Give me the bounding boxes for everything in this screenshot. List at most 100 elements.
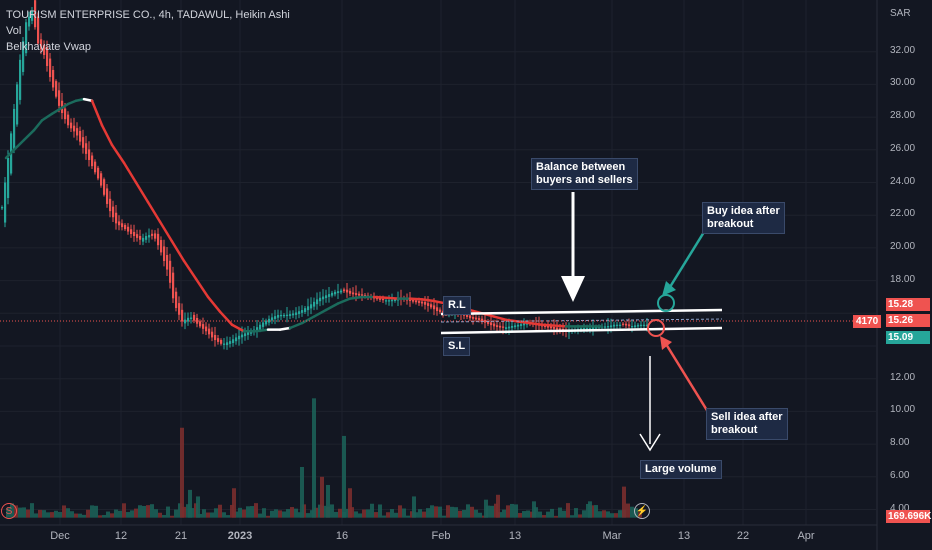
candle-body xyxy=(256,327,259,332)
vwap-line xyxy=(122,161,138,184)
candle-body xyxy=(391,299,394,302)
candle-body xyxy=(88,149,91,161)
volume-bar xyxy=(188,489,192,518)
candle-body xyxy=(355,293,358,295)
balance-arrow-head xyxy=(561,276,585,302)
volume-bar xyxy=(484,499,488,518)
vwap-line xyxy=(110,143,126,165)
volume-bar xyxy=(222,512,226,518)
candle-body xyxy=(409,299,412,302)
volume-bar xyxy=(398,505,402,518)
volume-indicator-label[interactable]: Vol xyxy=(6,25,22,37)
candle-body xyxy=(388,300,391,302)
volume-bar xyxy=(110,513,114,518)
candle-body xyxy=(172,272,175,299)
vwap-line xyxy=(12,138,26,152)
candle-body xyxy=(550,326,553,329)
volume-bar xyxy=(614,513,618,518)
vwap-line xyxy=(74,97,86,102)
volume-bar xyxy=(46,512,50,518)
candle-body xyxy=(217,338,220,342)
candle-body xyxy=(214,335,217,341)
candle-body xyxy=(301,310,304,313)
candle-body xyxy=(238,335,241,340)
volume-bar xyxy=(394,512,398,518)
volume-bar xyxy=(490,505,494,518)
volume-arrow-head xyxy=(639,433,661,452)
y-axis-tick-label: 32.00 xyxy=(890,44,916,56)
candle-body xyxy=(439,309,442,313)
candle-body xyxy=(136,234,139,238)
candle-body xyxy=(181,309,184,322)
candle-body xyxy=(157,233,160,246)
candle-body xyxy=(619,324,622,327)
candle-body xyxy=(244,333,247,337)
candle-body xyxy=(595,326,598,329)
candle-body xyxy=(43,44,46,55)
volume-bar xyxy=(422,511,426,518)
vwap-indicator-label[interactable]: Belkhayate Vwap xyxy=(6,41,91,53)
candle-body xyxy=(634,325,637,328)
candle-body xyxy=(640,324,643,327)
vwap-line xyxy=(540,323,556,327)
volume-bar xyxy=(254,503,258,518)
x-axis-tick-label: 16 xyxy=(335,530,349,542)
candle-body xyxy=(466,314,469,317)
candle-body xyxy=(322,296,325,300)
volume-bar xyxy=(278,510,282,518)
candle-body xyxy=(286,314,289,317)
x-axis-tick-label: Apr xyxy=(797,530,815,542)
candle-body xyxy=(475,317,478,320)
buy-breakout-circle xyxy=(657,294,675,312)
candle-body xyxy=(160,240,163,253)
volume-bar xyxy=(442,515,446,518)
volume-bar xyxy=(126,512,130,518)
volume-bar xyxy=(70,511,74,518)
candle-body xyxy=(427,303,430,306)
candle-body xyxy=(625,323,628,326)
candle-body xyxy=(487,321,490,324)
volume-bar xyxy=(94,505,98,518)
candle-body xyxy=(607,325,610,328)
candle-body xyxy=(265,320,268,325)
volume-bar xyxy=(382,515,386,518)
volume-bar xyxy=(50,512,54,518)
candle-body xyxy=(37,16,40,44)
volume-bar xyxy=(258,513,262,518)
volume-bar xyxy=(582,510,586,518)
candle-body xyxy=(232,339,235,344)
volume-bar xyxy=(434,506,438,518)
volume-bar xyxy=(138,505,142,518)
volume-bar xyxy=(514,504,518,518)
candle-body xyxy=(145,236,148,240)
buy-idea-annotation: Buy idea after breakout xyxy=(702,202,785,234)
lightning-icon[interactable]: ⚡ xyxy=(634,503,650,519)
y-axis-tick-label: 28.00 xyxy=(890,110,916,122)
volume-bar xyxy=(342,435,346,518)
candle-body xyxy=(169,260,172,283)
volume-bar xyxy=(154,509,158,518)
volume-bar xyxy=(262,508,266,518)
volume-bar xyxy=(142,505,146,518)
y-axis-tick-label: 18.00 xyxy=(890,273,916,285)
volume-bar xyxy=(134,508,138,518)
candle-body xyxy=(49,58,52,78)
candle-body xyxy=(205,326,208,332)
vwap-line xyxy=(100,124,114,147)
volume-bar xyxy=(180,427,184,518)
splits-icon[interactable]: S xyxy=(1,503,17,519)
candle-body xyxy=(31,10,34,21)
y-axis-tick-label: 26.00 xyxy=(890,142,916,154)
volume-bar xyxy=(558,507,562,518)
volume-bar xyxy=(532,501,536,518)
volume-bar xyxy=(270,510,274,518)
candle-body xyxy=(424,301,427,305)
symbol-title: TOURISM ENTERPRISE CO., 4h, TADAWUL, Hei… xyxy=(6,9,290,21)
candle-body xyxy=(196,318,199,324)
volume-bar xyxy=(218,504,222,518)
candle-body xyxy=(298,311,301,315)
candle-body xyxy=(469,315,472,319)
candle-body xyxy=(583,328,586,330)
candle-body xyxy=(556,327,559,330)
